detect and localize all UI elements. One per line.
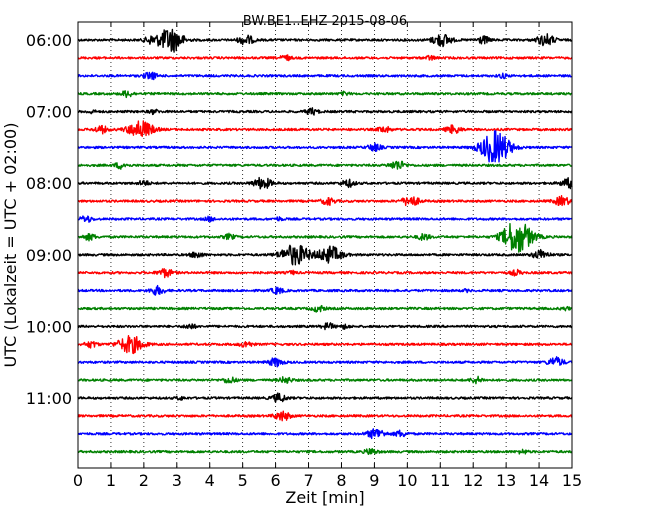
y-tick-label: 10:00 [26, 317, 72, 336]
seismogram-trace [77, 410, 573, 422]
seismogram-trace [77, 304, 573, 313]
seismogram-trace [77, 90, 573, 99]
seismogram-trace [77, 284, 573, 296]
seismogram-trace [77, 195, 573, 207]
x-tick-label: 14 [529, 471, 549, 490]
x-axis: 0 1 2 3 4 5 6 7 8 9 10 11 12 13 14 15 [73, 22, 582, 490]
x-tick-label: 2 [139, 471, 149, 490]
seismogram-trace [77, 267, 573, 279]
seismogram-trace [77, 322, 573, 331]
y-tick-label: 11:00 [26, 389, 72, 408]
x-tick-label: 0 [73, 471, 83, 490]
x-tick-label: 10 [397, 471, 417, 490]
x-tick-label: 15 [562, 471, 582, 490]
seismogram-trace [77, 130, 573, 163]
seismogram-trace [77, 54, 573, 62]
seismogram-trace [77, 244, 573, 266]
seismogram-trace [77, 107, 573, 116]
x-tick-label: 13 [496, 471, 516, 490]
x-tick-label: 1 [106, 471, 116, 490]
seismogram-trace [77, 160, 573, 170]
y-tick-label: 07:00 [26, 103, 72, 122]
seismogram-trace [77, 375, 573, 385]
chart-title: BW.BE1..EHZ 2015-08-06 [243, 14, 407, 29]
y-tick-label: 09:00 [26, 246, 72, 265]
x-tick-label: 11 [430, 471, 450, 490]
x-tick-label: 8 [336, 471, 346, 490]
y-tick-label: 08:00 [26, 174, 72, 193]
seismogram-trace [77, 215, 573, 223]
seismogram-trace [77, 176, 573, 190]
x-tick-label: 3 [172, 471, 182, 490]
seismogram-trace [77, 120, 573, 138]
x-tick-label: 4 [205, 471, 215, 490]
seismogram-trace [77, 222, 573, 253]
x-tick-label: 9 [369, 471, 379, 490]
y-axis-label: UTC (Lokalzeit = UTC + 02:00) [1, 123, 20, 368]
x-axis-label: Zeit [min] [285, 488, 364, 507]
plot-frame [77, 21, 573, 469]
y-tick-label: 06:00 [26, 31, 72, 50]
seismogram-trace [77, 356, 573, 368]
seismogram-trace [77, 71, 573, 81]
seismogram-trace [77, 392, 573, 403]
seismogram-trace [77, 428, 573, 440]
y-axis: 06:00 07:00 08:00 09:00 10:00 11:00 [26, 31, 83, 408]
x-tick-label: 6 [271, 471, 281, 490]
x-tick-label: 5 [238, 471, 248, 490]
x-tick-label: 12 [463, 471, 483, 490]
x-tick-label: 7 [303, 471, 313, 490]
seismogram-trace [77, 334, 573, 355]
trace-group [77, 28, 573, 455]
seismogram-trace [77, 28, 573, 53]
seismogram-trace [77, 447, 573, 455]
grid-lines [110, 22, 540, 468]
